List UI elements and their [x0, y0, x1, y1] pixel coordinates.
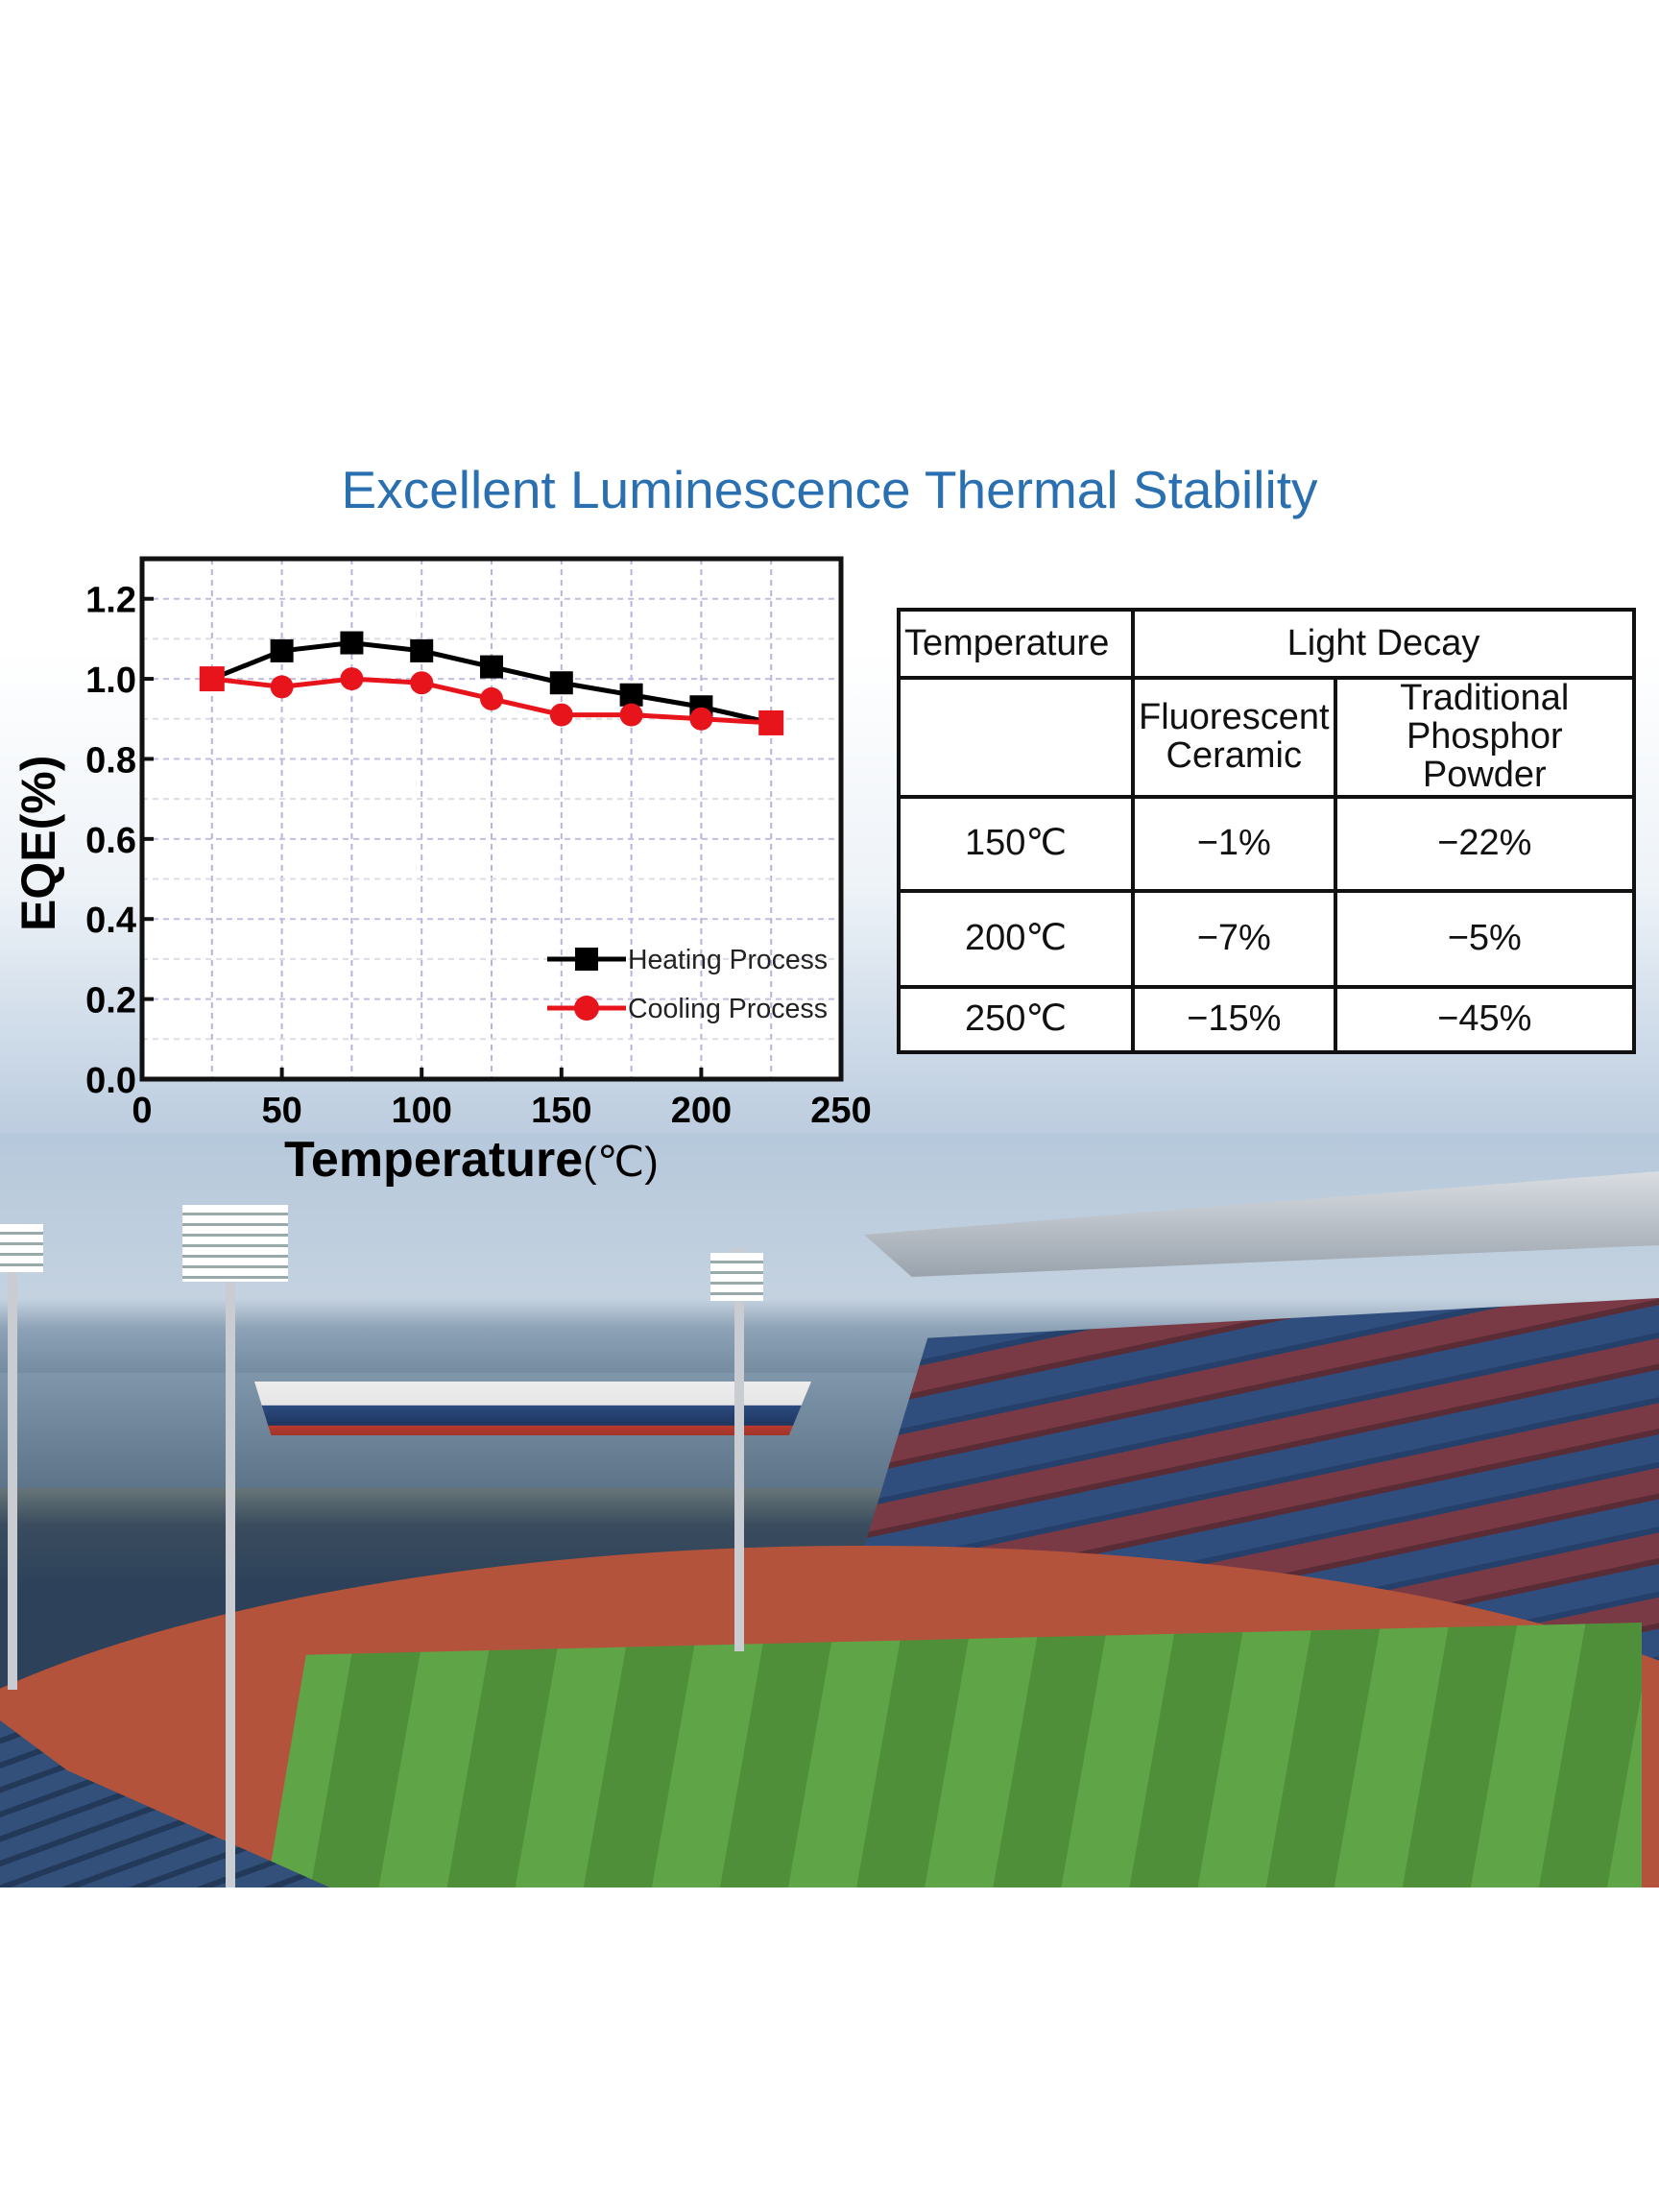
cell-powder: −45% [1333, 984, 1637, 1054]
football-field [221, 1623, 1642, 1887]
cell-ceramic: −7% [1131, 888, 1337, 989]
data-point-cooling [480, 686, 503, 710]
data-point-heating [549, 671, 573, 695]
y-tick-label: 0.4 [85, 901, 136, 941]
header-light-decay: Light Decay [1131, 608, 1636, 680]
subheader-ceramic: Fluorescent Ceramic [1131, 676, 1337, 799]
legend-label: Cooling Process [628, 994, 828, 1024]
y-tick-label: 1.0 [85, 661, 136, 701]
subheader-powder-line1: Traditional [1400, 678, 1570, 718]
subheader-ceramic-line2: Ceramic [1166, 734, 1302, 776]
data-point-heating [270, 638, 294, 662]
cell-temp: 250℃ [897, 984, 1135, 1054]
subheader-powder: Traditional Phosphor Powder [1333, 676, 1637, 799]
x-axis-label: Temperature(℃) [284, 1131, 659, 1189]
header-temperature: Temperature [897, 608, 1135, 680]
light-decay-table: Temperature Light Decay Fluorescent Ceram… [897, 608, 1637, 1054]
eqe-chart: 0 50 100 150 200 250 0.0 0.2 0.4 0.6 0.8 1.0 1.2 Heat… [85, 556, 872, 1131]
cell-temp: 200℃ [897, 888, 1135, 989]
table-row: 200℃ −7% −5% [897, 888, 1637, 989]
x-tick-label: 150 [531, 1091, 591, 1131]
floodlight-pole [226, 1229, 235, 1887]
legend-marker-circle [574, 996, 599, 1021]
plot-frame [139, 556, 844, 1082]
x-tick-label: 250 [810, 1091, 871, 1131]
y-axis-label: EQE(%) [12, 755, 65, 931]
y-tick-label: 0.2 [85, 981, 136, 1022]
y-tick-label: 0.0 [85, 1061, 136, 1101]
data-point-cooling [270, 675, 294, 699]
table-subheader-row: Fluorescent Ceramic Traditional Phosphor P… [897, 676, 1637, 799]
data-point-heating [410, 638, 434, 662]
y-tick-label: 0.8 [85, 740, 136, 781]
stadium-photo [0, 1133, 1659, 1887]
page-title: Excellent Luminescence Thermal Stability [341, 460, 1318, 519]
subheader-powder-line2: Phosphor Powder [1406, 715, 1563, 795]
data-point-cooling [689, 707, 713, 731]
table-row: 250℃ −15% −45% [897, 984, 1637, 1054]
y-tick-label: 0.6 [85, 821, 136, 861]
data-point-heating [480, 655, 503, 679]
table-header-row: Temperature Light Decay [897, 608, 1636, 680]
floodlight [182, 1205, 288, 1282]
legend-marker-square [575, 948, 598, 971]
x-axis-label-text: Temperature [284, 1132, 584, 1188]
empty-cell [897, 676, 1135, 799]
x-axis-unit: (℃) [583, 1139, 659, 1186]
floodlight [710, 1253, 763, 1301]
data-point-cooling [549, 703, 573, 727]
cell-powder: −22% [1333, 794, 1637, 893]
y-tick-label: 1.2 [85, 581, 136, 621]
data-point-cooling [410, 671, 434, 695]
data-point-cooling [619, 703, 643, 727]
x-tick-label: 100 [391, 1091, 451, 1131]
data-point-cooling [340, 667, 364, 691]
floodlight-pole [8, 1229, 17, 1690]
cell-ceramic: −15% [1131, 984, 1337, 1054]
floodlight-pole [734, 1248, 744, 1651]
cargo-ship [254, 1382, 811, 1435]
cell-ceramic: −1% [1131, 794, 1337, 893]
data-point-heating [340, 631, 364, 655]
x-tick-label: 0 [132, 1091, 152, 1131]
table-row: 150℃ −1% −22% [897, 794, 1637, 893]
floodlight [0, 1224, 43, 1272]
x-tick-label: 50 [261, 1091, 301, 1131]
data-point-endpoint [199, 666, 225, 692]
data-point-endpoint [758, 709, 784, 735]
legend-label: Heating Process [628, 945, 828, 975]
cell-powder: −5% [1333, 888, 1637, 989]
cell-temp: 150℃ [897, 794, 1135, 893]
data-point-heating [619, 683, 643, 707]
subheader-ceramic-line1: Fluorescent [1139, 696, 1330, 737]
x-tick-label: 200 [671, 1091, 732, 1131]
